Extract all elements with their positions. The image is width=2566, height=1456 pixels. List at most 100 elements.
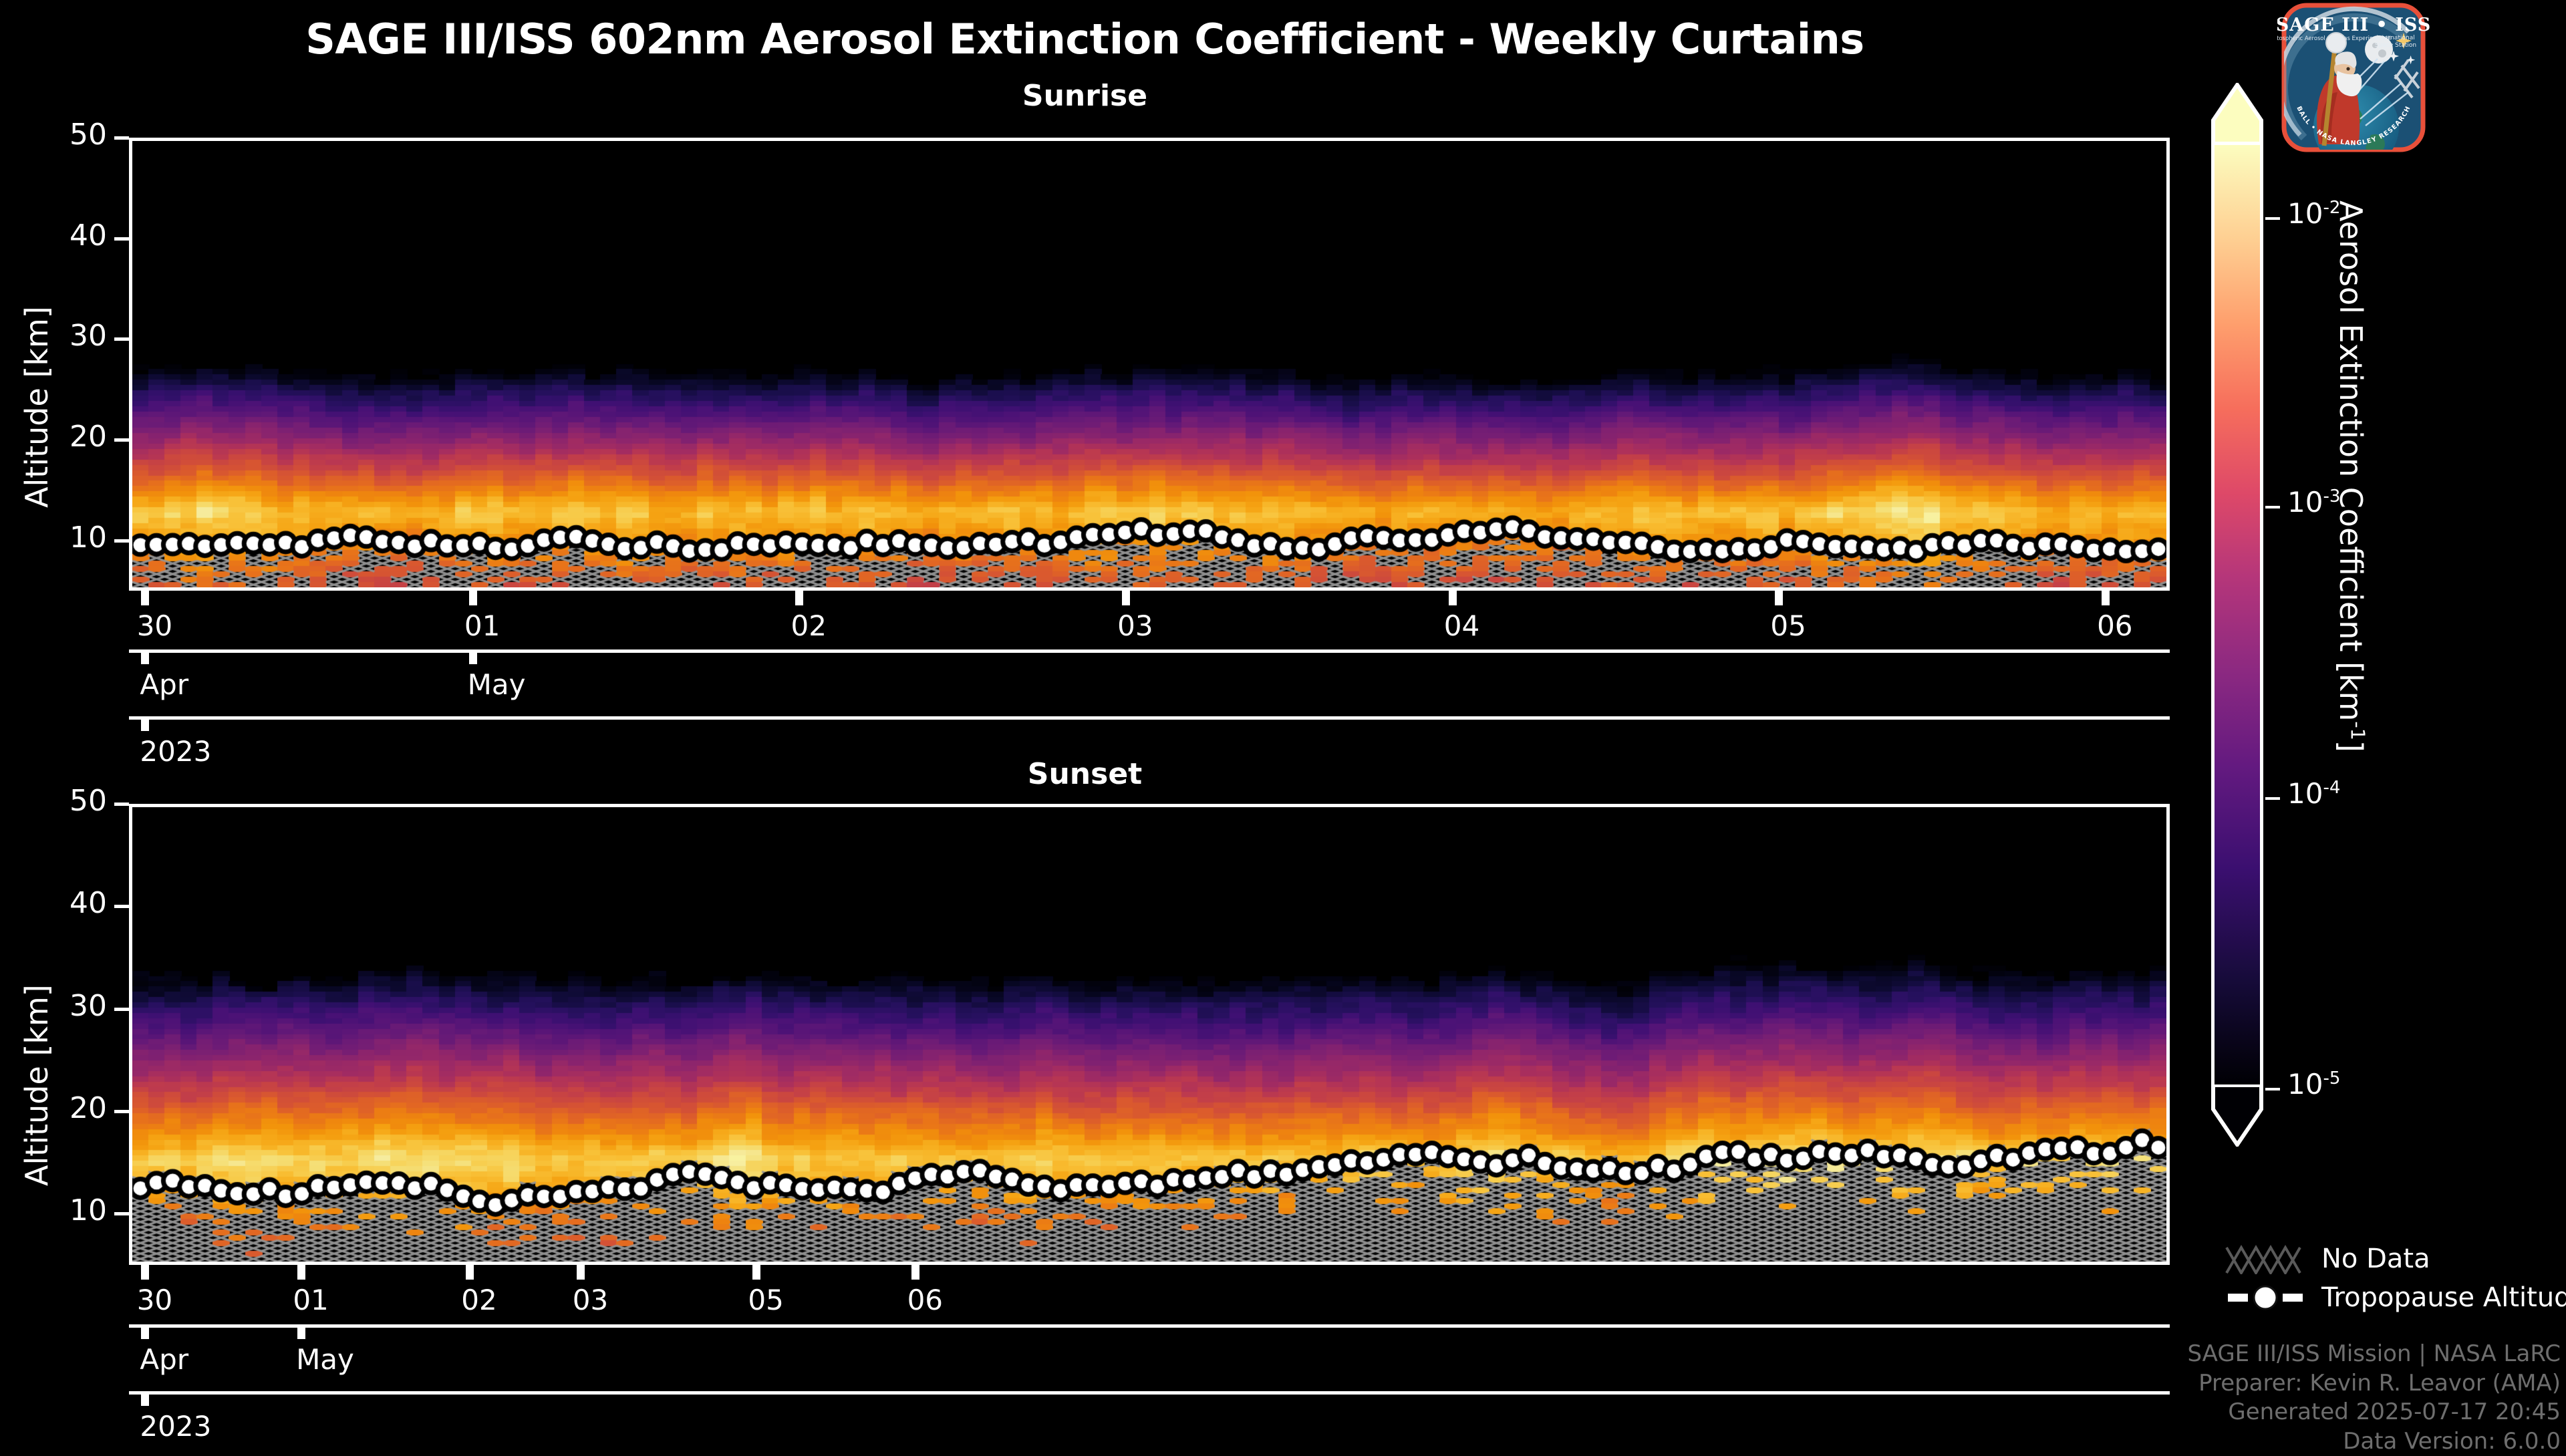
x-tick-mark-sunrise-06 <box>2101 591 2110 605</box>
year-rule-sunset <box>129 1391 2170 1395</box>
colorbar-tick-mantissa-2: 10 <box>2287 777 2323 811</box>
year-label-sunrise-2023: 2023 <box>140 735 212 768</box>
y-tick-mark-sunset-40 <box>114 905 129 909</box>
y-tick-label-sunset-30: 30 <box>69 988 107 1023</box>
colorbar-axis-label-exponent: -1 <box>2346 721 2369 740</box>
y-tick-mark-sunset-30 <box>114 1007 129 1011</box>
x-tick-label-sunrise-03: 03 <box>1117 609 1153 642</box>
x-tick-mark-sunrise-04 <box>1448 591 1457 605</box>
x-tick-mark-sunset-30 <box>141 1265 150 1280</box>
sage-iii-iss-logo: SAGE III • ISS Stratospheric Aerosol and… <box>2265 0 2430 154</box>
credit-line-preparer: Preparer: Kevin R. Leavor (AMA) <box>2198 1369 2561 1397</box>
no-data-hatch-icon <box>2225 1244 2305 1276</box>
month-label-sunrise-May: May <box>467 668 526 701</box>
month-label-sunset-May: May <box>296 1343 354 1376</box>
colorbar: 10-2 10-3 10-4 10-5 <box>2202 80 2340 1149</box>
year-tick-mark-sunset-2023 <box>141 1391 150 1406</box>
y-tick-label-sunset-10: 10 <box>69 1193 107 1228</box>
y-tick-mark-sunrise-30 <box>114 337 129 341</box>
credit-line-version: Data Version: 6.0.0 <box>2343 1427 2561 1455</box>
colorbar-tick-label-2: 10-4 <box>2287 777 2340 810</box>
x-tick-label-sunrise-30: 30 <box>136 609 173 642</box>
x-tick-label-sunset-05: 05 <box>748 1284 784 1316</box>
plot-area-sunrise[interactable] <box>129 138 2170 591</box>
y-tick-label-sunrise-50: 50 <box>69 118 107 152</box>
y-tick-label-sunrise-20: 20 <box>69 420 107 454</box>
x-tick-mark-sunrise-02 <box>795 591 804 605</box>
y-tick-label-sunset-40: 40 <box>69 886 107 921</box>
y-tick-mark-sunrise-40 <box>114 237 129 241</box>
credit-line-mission: SAGE III/ISS Mission | NASA LaRC <box>2187 1340 2561 1367</box>
svg-text:Space Station: Space Station <box>2375 42 2416 49</box>
month-label-sunset-Apr: Apr <box>140 1343 189 1376</box>
month-tick-mark-sunset-May <box>297 1324 306 1339</box>
credits-block: SAGE III/ISS Mission | NASA LaRC Prepare… <box>2187 1340 2561 1456</box>
legend-item-tropopause: Tropopause Altitude <box>2225 1278 2566 1317</box>
x-tick-mark-sunset-02 <box>466 1265 474 1280</box>
colorbar-axis-label: Aerosol Extinction Coefficient [km-1] <box>2333 200 2369 752</box>
colorbar-tick-mantissa-1: 10 <box>2287 486 2323 519</box>
x-tick-label-sunset-01: 01 <box>293 1284 329 1316</box>
month-rule-sunset <box>129 1324 2170 1328</box>
legend-label-tropopause: Tropopause Altitude <box>2321 1282 2566 1313</box>
svg-text:SAGE III • ISS: SAGE III • ISS <box>2277 15 2430 35</box>
y-tick-mark-sunset-20 <box>114 1110 129 1113</box>
legend: No Data Tropopause Altitude <box>2225 1240 2566 1317</box>
y-tick-mark-sunrise-20 <box>114 438 129 442</box>
x-tick-mark-sunrise-01 <box>468 591 477 605</box>
colorbar-tick-mantissa-0: 10 <box>2287 197 2323 231</box>
x-tick-label-sunrise-04: 04 <box>1443 609 1480 642</box>
x-tick-label-sunrise-05: 05 <box>1770 609 1806 642</box>
panel-title-sunrise: Sunrise <box>1022 79 1148 113</box>
year-rule-sunrise <box>129 716 2170 720</box>
y-tick-label-sunrise-30: 30 <box>69 319 107 353</box>
month-tick-mark-sunrise-May <box>468 649 477 664</box>
colorbar-tick-mantissa-3: 10 <box>2287 1068 2323 1101</box>
x-tick-label-sunset-30: 30 <box>136 1284 173 1316</box>
figure-title: SAGE III/ISS 602nm Aerosol Extinction Co… <box>305 15 1864 63</box>
month-tick-mark-sunset-Apr <box>141 1324 150 1339</box>
colorbar-tick-mark-1 <box>2265 506 2280 509</box>
y-tick-label-sunrise-40: 40 <box>69 218 107 253</box>
colorbar-tick-mark-0 <box>2265 217 2280 221</box>
colorbar-axis-label-suffix: ] <box>2333 740 2369 752</box>
colorbar-axis-label-text: Aerosol Extinction Coefficient [km <box>2333 200 2369 722</box>
x-tick-mark-sunrise-05 <box>1775 591 1784 605</box>
colorbar-tick-exponent-1: -3 <box>2323 486 2341 507</box>
colorbar-gradient <box>2211 142 2263 1088</box>
month-rule-sunrise <box>129 649 2170 653</box>
month-tick-mark-sunrise-Apr <box>141 649 150 664</box>
colorbar-tick-label-3: 10-5 <box>2287 1068 2340 1101</box>
colorbar-tick-label-0: 10-2 <box>2287 197 2340 230</box>
plot-area-sunset[interactable] <box>129 804 2170 1265</box>
tropopause-marker-icon <box>2225 1282 2305 1313</box>
x-tick-label-sunset-02: 02 <box>461 1284 497 1316</box>
y-tick-label-sunrise-10: 10 <box>69 520 107 555</box>
panel-title-sunset: Sunset <box>1027 757 1143 791</box>
x-tick-mark-sunset-06 <box>911 1265 920 1280</box>
svg-text:International: International <box>2376 35 2414 41</box>
colorbar-tick-exponent-2: -4 <box>2323 778 2341 798</box>
y-tick-mark-sunset-50 <box>114 803 129 806</box>
x-tick-mark-sunset-01 <box>297 1265 306 1280</box>
colorbar-tick-label-1: 10-3 <box>2287 486 2340 519</box>
colorbar-extend-min <box>2211 1083 2263 1149</box>
year-tick-mark-sunrise-2023 <box>141 716 150 731</box>
colorbar-tick-exponent-0: -2 <box>2323 198 2341 219</box>
x-tick-mark-sunset-05 <box>752 1265 761 1280</box>
x-tick-label-sunset-06: 06 <box>907 1284 944 1316</box>
x-tick-mark-sunrise-30 <box>141 591 150 605</box>
legend-label-no-data: No Data <box>2321 1244 2430 1274</box>
x-tick-label-sunset-03: 03 <box>572 1284 609 1316</box>
y-tick-mark-sunrise-50 <box>114 136 129 140</box>
credit-line-generated: Generated 2025-07-17 20:45 <box>2228 1399 2561 1426</box>
y-tick-mark-sunrise-10 <box>114 539 129 543</box>
colorbar-tick-mark-3 <box>2265 1088 2280 1090</box>
colorbar-tick-mark-2 <box>2265 797 2280 800</box>
x-tick-label-sunrise-06: 06 <box>2097 609 2133 642</box>
svg-text:Stratospheric Aerosol and Gas: Stratospheric Aerosol and Gas Experiment… <box>2277 35 2391 41</box>
year-label-sunset-2023: 2023 <box>140 1410 212 1443</box>
y-tick-mark-sunset-10 <box>114 1212 129 1216</box>
x-tick-mark-sunrise-03 <box>1121 591 1130 605</box>
x-tick-mark-sunset-03 <box>577 1265 585 1280</box>
